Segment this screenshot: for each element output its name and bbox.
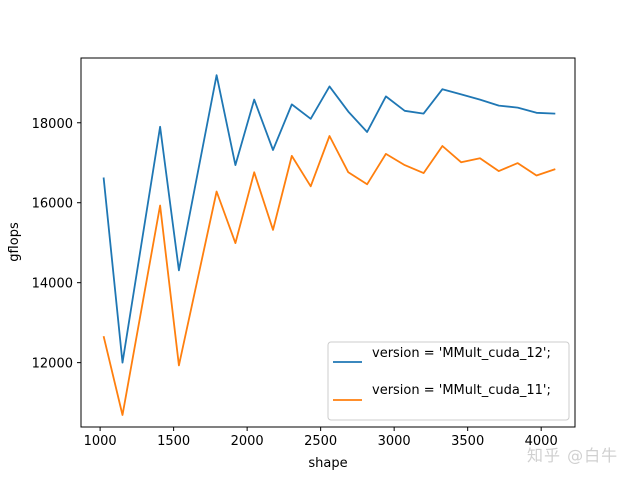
y-tick-label: 14000 xyxy=(32,277,73,292)
y-tick-label: 18000 xyxy=(32,117,73,132)
y-tick-label: 12000 xyxy=(32,357,73,372)
legend-label-cuda-12: version = 'MMult_cuda_12'; xyxy=(372,346,551,361)
y-axis-label: gflops xyxy=(7,222,22,262)
series-layer xyxy=(102,74,556,416)
series-line-1 xyxy=(102,135,556,416)
y-axis-ticks: 12000 14000 16000 18000 xyxy=(32,117,81,372)
series-line-0 xyxy=(102,74,556,364)
x-tick-label: 2000 xyxy=(231,434,264,449)
legend-label-cuda-11: version = 'MMult_cuda_11'; xyxy=(372,383,551,398)
y-tick-label: 16000 xyxy=(32,197,73,212)
watermark: 知乎 @白牛 xyxy=(527,446,619,465)
x-tick-label: 1500 xyxy=(157,434,190,449)
x-tick-label: 3000 xyxy=(378,434,411,449)
plot-frame xyxy=(80,57,576,428)
x-tick-label: 2500 xyxy=(304,434,337,449)
legend: version = 'MMult_cuda_12'; version = 'MM… xyxy=(327,341,570,421)
x-tick-label: 3500 xyxy=(451,434,484,449)
x-axis-ticks: 1000 1500 2000 2500 3000 3500 4000 xyxy=(84,427,558,449)
x-tick-label: 1000 xyxy=(84,434,117,449)
legend-box xyxy=(327,341,570,421)
x-tick-label: 4000 xyxy=(525,434,558,449)
x-axis-label: shape xyxy=(308,456,347,471)
